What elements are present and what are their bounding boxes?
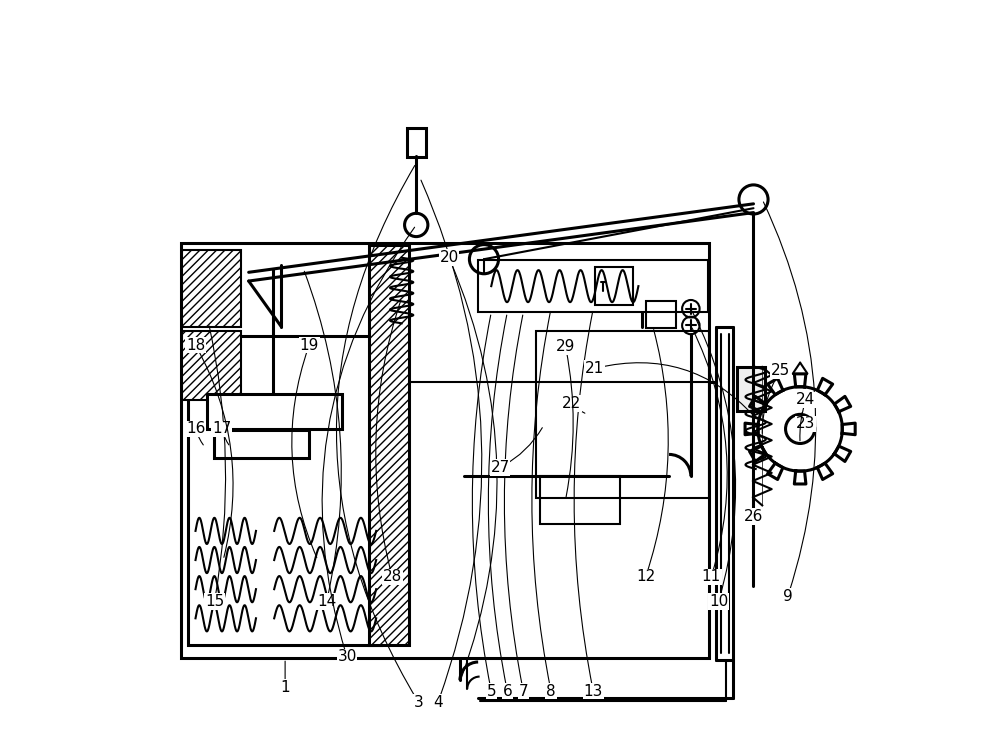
Text: 21: 21	[585, 361, 604, 376]
Text: 15: 15	[205, 594, 224, 609]
Bar	[595, 267, 633, 305]
Text: 29: 29	[556, 339, 575, 354]
Text: 12: 12	[636, 570, 655, 584]
Text: 26: 26	[744, 509, 763, 524]
Text: 17: 17	[212, 421, 231, 437]
Text: 23: 23	[796, 416, 816, 432]
Text: 22: 22	[562, 396, 581, 411]
Bar	[207, 394, 342, 429]
Bar	[478, 260, 708, 313]
Text: 30: 30	[337, 650, 357, 664]
Text: 7: 7	[518, 683, 528, 699]
Text: 1: 1	[280, 680, 290, 695]
Text: 19: 19	[299, 338, 319, 352]
Text: 27: 27	[490, 460, 510, 475]
Text: 9: 9	[783, 589, 793, 604]
Text: 11: 11	[702, 570, 721, 584]
Bar	[188, 335, 381, 645]
Text: 28: 28	[383, 570, 402, 584]
Text: 24: 24	[796, 392, 816, 407]
Text: 4: 4	[433, 694, 443, 710]
Bar	[214, 430, 309, 458]
Bar	[536, 330, 709, 498]
Bar	[540, 476, 620, 523]
Text: 14: 14	[317, 594, 336, 609]
Bar	[181, 243, 709, 658]
Bar	[737, 367, 765, 411]
Text: 18: 18	[186, 338, 205, 352]
Text: 13: 13	[584, 683, 603, 699]
Text: 5: 5	[486, 683, 496, 699]
Bar	[646, 301, 676, 328]
Text: 3: 3	[414, 694, 423, 710]
Text: 10: 10	[709, 594, 728, 609]
Bar	[182, 330, 241, 400]
Text: 25: 25	[771, 363, 790, 378]
Bar	[182, 250, 241, 327]
Text: 8: 8	[546, 683, 556, 699]
Bar	[407, 128, 426, 157]
Text: 20: 20	[439, 250, 459, 265]
Text: 16: 16	[186, 421, 205, 437]
Bar	[369, 244, 409, 645]
Text: 6: 6	[502, 683, 512, 699]
Circle shape	[405, 214, 428, 236]
